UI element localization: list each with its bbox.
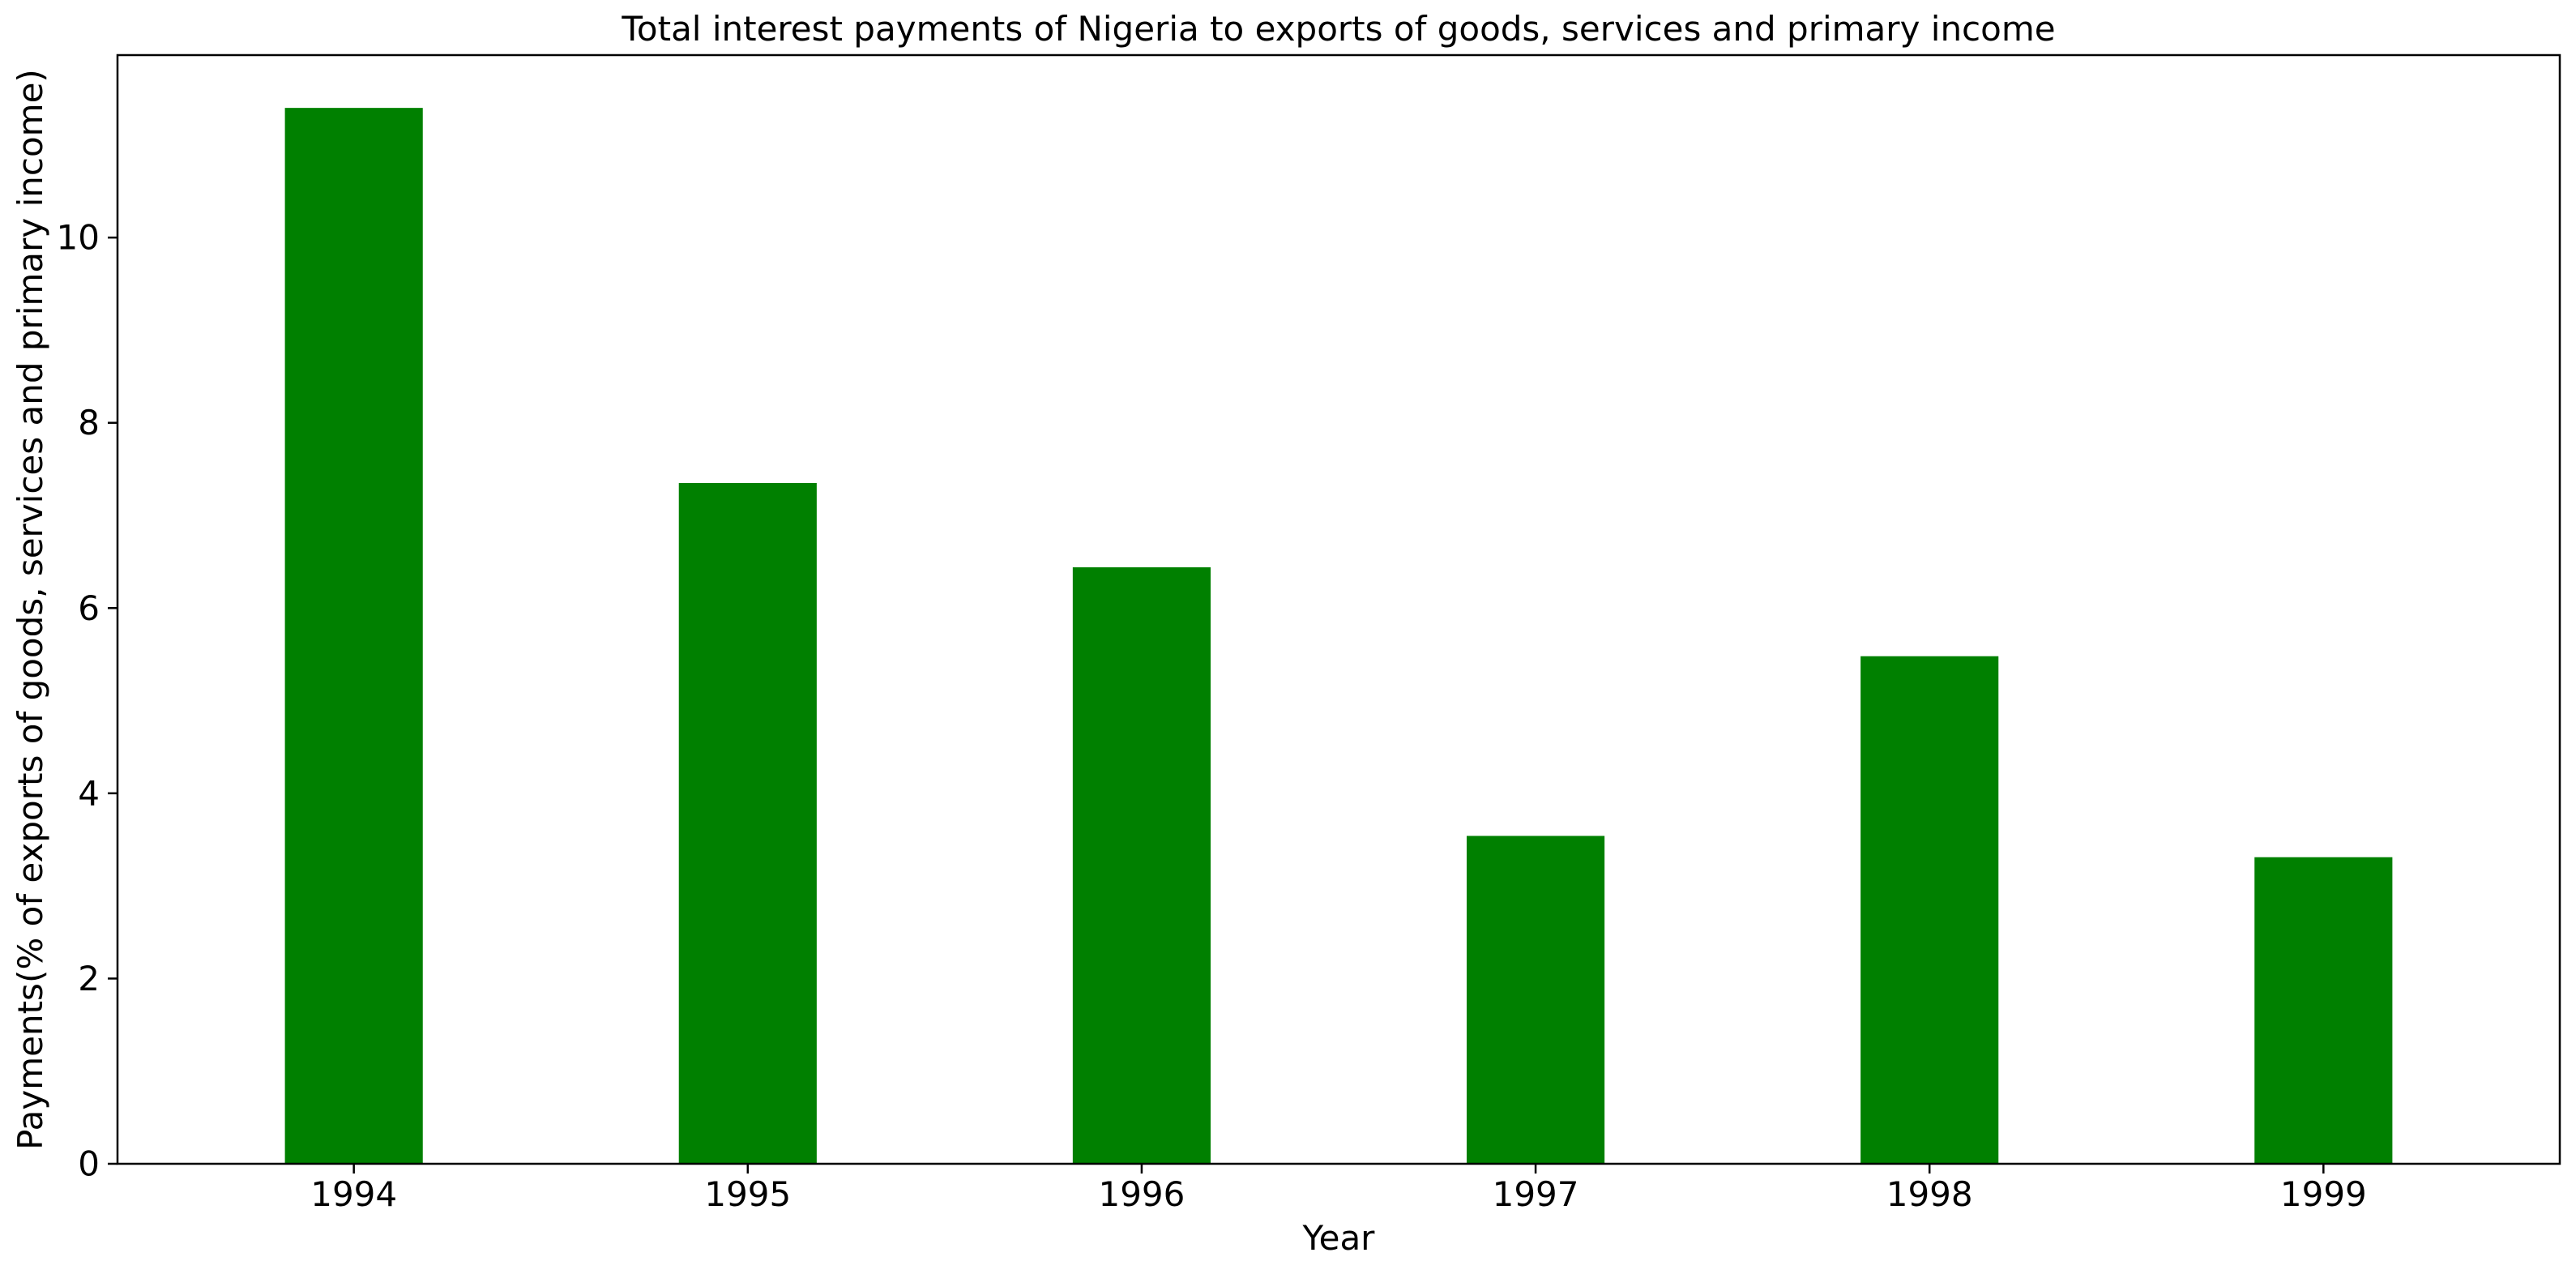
x-tick-label: 1995 (704, 1174, 791, 1214)
y-axis-label: Payments(% of exports of goods, services… (11, 69, 50, 1150)
x-axis-ticks: 1994 1995 1996 1997 1998 1999 (310, 1164, 2367, 1214)
y-axis-ticks: 0 2 4 6 8 10 (57, 218, 117, 1184)
chart-title: Total interest payments of Nigeria to ex… (621, 9, 2055, 49)
bar-1996 (1072, 567, 1211, 1164)
bar-1998 (1860, 656, 1999, 1164)
bars-group (284, 108, 2393, 1165)
bar-1997 (1466, 836, 1605, 1164)
y-tick-label: 0 (78, 1144, 100, 1184)
x-tick-label: 1998 (1886, 1174, 1973, 1214)
y-tick-label: 2 (78, 959, 100, 998)
x-tick-label: 1996 (1098, 1174, 1185, 1214)
x-tick-label: 1994 (310, 1174, 397, 1214)
bar-1999 (2254, 857, 2393, 1164)
bar-1995 (678, 483, 817, 1164)
x-axis-label: Year (1302, 1218, 1376, 1258)
y-tick-label: 8 (78, 403, 100, 442)
y-tick-label: 6 (78, 588, 100, 628)
plot-frame (116, 53, 2561, 1165)
bar-1994 (284, 108, 423, 1165)
y-tick-label: 10 (57, 218, 100, 258)
x-tick-label: 1997 (1493, 1174, 1579, 1214)
x-tick-label: 1999 (2280, 1174, 2367, 1214)
y-tick-label: 4 (78, 773, 100, 813)
